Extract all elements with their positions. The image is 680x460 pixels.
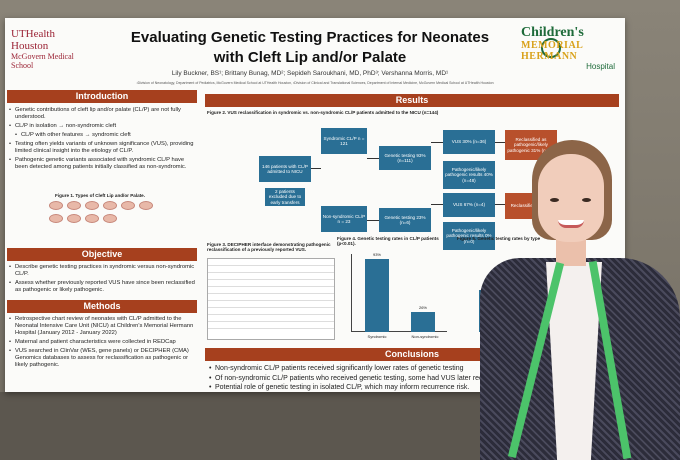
- intro-bullet: Testing often yields variants of unknown…: [9, 141, 195, 155]
- figure2-caption: Figure 2. VUS reclassification in syndro…: [207, 110, 439, 115]
- figure3-caption: Figure 3. DECIPHER interface demonstrati…: [207, 242, 331, 252]
- conclusion-bullet: Of non-syndromic CL/P patients who recei…: [209, 374, 617, 384]
- objective-bullet: Describe genetic testing practices in sy…: [9, 264, 195, 278]
- conclusions-list: Non-syndromic CL/P patients received sig…: [209, 364, 617, 392]
- objective-bullet: Assess whether previously reported VUS h…: [9, 280, 195, 294]
- flow-arrow: [431, 142, 443, 143]
- methods-bullet: Maternal and patient characteristics wer…: [9, 339, 195, 346]
- poster-authors: Lily Buckner, BS¹; Brittany Bunag, MD²; …: [171, 70, 449, 77]
- flow-testing-nonsyndromic-box: Genetic testing 23% (n=6): [379, 208, 431, 232]
- cleft-image: [85, 201, 99, 210]
- cleft-image: [103, 214, 117, 223]
- figure1-caption: Figure 1. Types of Cleft Lip and/or Pala…: [55, 193, 146, 198]
- figure5-caption: Figure 5. Genetic testing rates by type: [457, 236, 541, 241]
- objective-heading: Objective: [7, 248, 197, 261]
- methods-bullet: Retrospective chart review of neonates w…: [9, 316, 195, 337]
- flow-excluded-box: 2 patients excluded due to early transfe…: [265, 188, 305, 206]
- cleft-image: [85, 214, 99, 223]
- introduction-heading: Introduction: [7, 90, 197, 103]
- figure4-bar-label: Syndromic: [367, 334, 387, 339]
- poster-title: Evaluating Genetic Testing Practices for…: [130, 29, 490, 66]
- flow-arrow: [367, 220, 379, 221]
- methods-heading: Methods: [7, 300, 197, 313]
- presenter-eye: [550, 198, 559, 202]
- figure4-bar-syndromic: [365, 259, 389, 332]
- figure4-caption: Figure 4. Genetic testing rates in CL/P …: [337, 236, 439, 246]
- figure4-bar-value: 93%: [372, 252, 381, 257]
- conclusion-bullet: Non-syndromic CL/P patients received sig…: [209, 364, 509, 374]
- poster-affiliations: ¹Division of Neonatology, Department of …: [136, 81, 494, 85]
- intro-bullet: CL/P in isolation → non-syndromic cleft: [9, 123, 195, 130]
- figure4-bar-nonsyndromic: [411, 312, 435, 332]
- presenter-photo: [470, 140, 680, 460]
- flow-testing-syndromic-box: Genetic testing 93% (n=111): [379, 146, 431, 170]
- flow-arrow: [495, 142, 505, 143]
- flow-arrow: [311, 168, 321, 169]
- conclusion-bullet: Potential role of genetic testing in iso…: [209, 383, 509, 392]
- cleft-image: [103, 201, 117, 210]
- methods-list: Retrospective chart review of neonates w…: [9, 316, 195, 371]
- childrens-hospital-logo-mark: [541, 38, 561, 58]
- figure4-chart-axes: [351, 254, 447, 332]
- cleft-image: [67, 201, 81, 210]
- introduction-list: Genetic contributions of cleft lip and/o…: [9, 107, 195, 173]
- flow-vus-nonsyndromic-box: VUS 67% (n=4): [443, 193, 495, 217]
- uthealth-logo: UTHealth Houston McGovern Medical School: [11, 28, 74, 70]
- cleft-image: [49, 214, 63, 223]
- flow-syndromic-box: Syndromic CL/P n = 121: [321, 128, 367, 154]
- flow-vus-syndromic-box: VUS 30% (n=36): [443, 130, 495, 154]
- presenter-face: [538, 154, 604, 242]
- results-heading: Results: [205, 94, 619, 107]
- figure1-cleft-images: [49, 201, 159, 223]
- flow-total-box: 146 patients with CL/P admitted to NICU: [259, 156, 311, 182]
- flow-arrow: [367, 158, 379, 159]
- flow-nonsyndromic-box: Non-syndromic CL/P n = 23: [321, 206, 367, 232]
- childrens-memorial-hermann-logo: Children's MEMORIAL HERMANN Hospital: [521, 25, 615, 72]
- cleft-image: [67, 214, 81, 223]
- objective-list: Describe genetic testing practices in sy…: [9, 264, 195, 296]
- cleft-image: [139, 201, 153, 210]
- presenter-eye: [582, 198, 591, 202]
- methods-bullet: VUS searched in ClinVar (WES, gene panel…: [9, 348, 195, 369]
- intro-bullet: CL/P with other features → syndromic cle…: [9, 132, 195, 139]
- figure4-bar-label: Non-syndromic: [411, 334, 439, 339]
- figure4-bar-value: 26%: [418, 305, 427, 310]
- flow-pathogenic-syndromic-box: Pathogenic/likely pathogenic results 40%…: [443, 161, 495, 189]
- intro-bullet: Pathogenic genetic variants associated w…: [9, 157, 195, 171]
- presenter-smile: [558, 220, 584, 228]
- decipher-table-image: [207, 258, 335, 340]
- flow-arrow: [431, 204, 443, 205]
- flow-pathogenic-nonsyndromic-box: Pathogenic/likely pathogenic results 0% …: [443, 222, 495, 250]
- flow-arrow: [495, 204, 505, 205]
- cleft-image: [121, 201, 135, 210]
- cleft-image: [49, 201, 63, 210]
- intro-bullet: Genetic contributions of cleft lip and/o…: [9, 107, 195, 121]
